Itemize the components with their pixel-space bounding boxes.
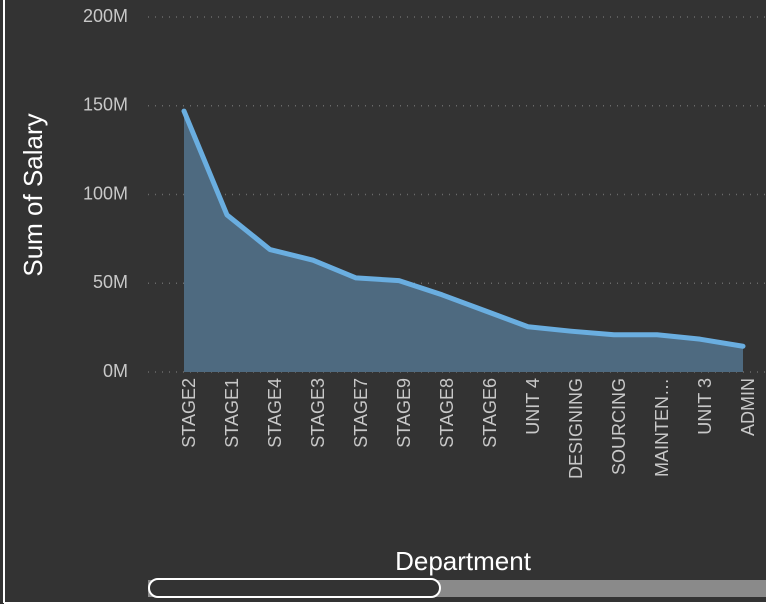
- y-tick-label: 100M: [83, 183, 128, 203]
- y-tick-label: 200M: [83, 6, 128, 26]
- y-tick-label: 0M: [103, 361, 128, 381]
- y-axis-title: Sum of Salary: [18, 113, 48, 276]
- x-tick-label: UNIT 4: [523, 378, 543, 435]
- x-axis-title: Department: [395, 546, 532, 576]
- x-tick-label: ADMIN: [738, 378, 758, 436]
- x-tick-label: STAGE6: [480, 378, 500, 448]
- x-tick-label: STAGE9: [394, 378, 414, 448]
- x-tick-label: STAGE3: [308, 378, 328, 448]
- x-tick-label: STAGE2: [179, 378, 199, 448]
- y-tick-label: 150M: [83, 95, 128, 115]
- x-tick-label: STAGE7: [351, 378, 371, 448]
- area-fill: [184, 111, 743, 372]
- x-tick-label: DESIGNING: [566, 378, 586, 479]
- x-tick-label: UNIT 3: [695, 378, 715, 435]
- x-tick-label: SOURCING: [609, 378, 629, 475]
- x-tick-label: STAGE1: [222, 378, 242, 448]
- x-tick-label: STAGE8: [437, 378, 457, 448]
- area-line: [181, 108, 746, 349]
- x-tick-label: STAGE4: [265, 378, 285, 448]
- x-tick-label: MAINTEN…: [652, 378, 672, 477]
- scrollbar-thumb[interactable]: [148, 578, 441, 598]
- y-tick-label: 50M: [93, 272, 128, 292]
